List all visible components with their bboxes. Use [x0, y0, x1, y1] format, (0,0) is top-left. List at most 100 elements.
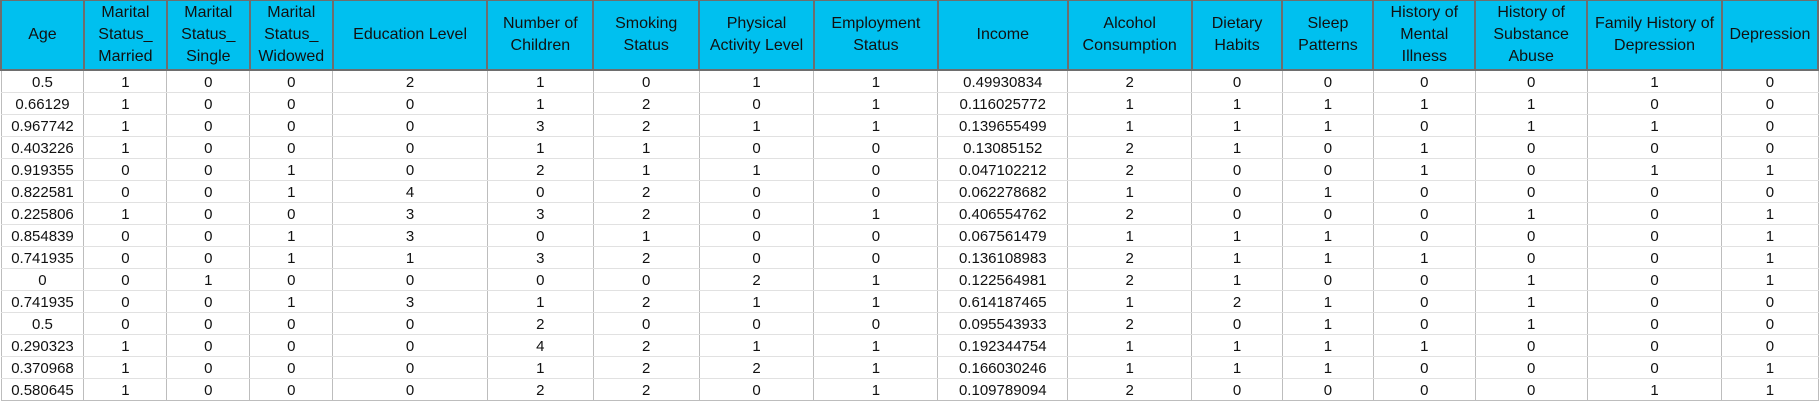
table-cell[interactable]: 1 [1475, 114, 1588, 137]
table-cell[interactable]: 0.49930834 [937, 70, 1069, 93]
table-cell[interactable]: 0 [166, 180, 251, 203]
table-cell[interactable]: 1 [1191, 246, 1283, 269]
table-cell[interactable]: 1 [487, 356, 594, 379]
table-cell[interactable]: 0.166030246 [937, 356, 1069, 379]
table-cell[interactable]: 1 [1587, 378, 1723, 401]
table-cell[interactable]: 0 [166, 136, 251, 159]
table-cell[interactable]: 0.062278682 [937, 180, 1069, 203]
table-cell[interactable]: 0.580645 [0, 378, 85, 401]
table-cell[interactable]: 1 [1067, 356, 1193, 379]
table-cell[interactable]: 2 [1067, 268, 1193, 291]
table-cell[interactable]: 0 [1587, 202, 1723, 225]
table-cell[interactable]: 0 [83, 246, 168, 269]
table-cell[interactable]: 1 [487, 92, 594, 115]
table-cell[interactable]: 0 [1587, 180, 1723, 203]
table-cell[interactable]: 0.741935 [0, 290, 85, 313]
table-cell[interactable]: 2 [593, 202, 700, 225]
table-cell[interactable]: 0 [166, 246, 251, 269]
column-header-marital-status-single[interactable]: Marital Status_ Single [165, 0, 251, 71]
table-cell[interactable]: 3 [487, 246, 594, 269]
column-header-sleep-patterns[interactable]: Sleep Patterns [1281, 0, 1375, 71]
table-cell[interactable]: 0.116025772 [937, 92, 1069, 115]
table-cell[interactable]: 1 [1721, 356, 1819, 379]
table-cell[interactable]: 2 [1067, 158, 1193, 181]
table-cell[interactable]: 1 [1067, 114, 1193, 137]
table-cell[interactable]: 2 [593, 114, 700, 137]
table-cell[interactable]: 0.403226 [0, 136, 85, 159]
table-cell[interactable]: 1 [1373, 136, 1476, 159]
table-cell[interactable]: 0 [699, 202, 815, 225]
table-cell[interactable]: 1 [813, 70, 939, 93]
table-cell[interactable]: 1 [1587, 158, 1723, 181]
table-cell[interactable]: 1 [1282, 356, 1374, 379]
table-cell[interactable]: 1 [699, 70, 815, 93]
table-cell[interactable]: 1 [1067, 334, 1193, 357]
table-cell[interactable]: 1 [1373, 246, 1476, 269]
table-cell[interactable]: 1 [1373, 92, 1476, 115]
table-cell[interactable]: 1 [249, 180, 334, 203]
table-cell[interactable]: 2 [593, 92, 700, 115]
table-cell[interactable]: 1 [1373, 334, 1476, 357]
table-cell[interactable]: 1 [1191, 334, 1283, 357]
table-cell[interactable]: 1 [1282, 246, 1374, 269]
table-cell[interactable]: 1 [1191, 356, 1283, 379]
table-cell[interactable]: 0 [699, 180, 815, 203]
table-cell[interactable]: 0 [332, 356, 488, 379]
table-cell[interactable]: 1 [1373, 158, 1476, 181]
table-cell[interactable]: 0 [1475, 246, 1588, 269]
table-cell[interactable]: 0 [813, 246, 939, 269]
column-header-marital-status-widowed[interactable]: Marital Status_ Widowed [248, 0, 334, 71]
table-cell[interactable]: 2 [593, 378, 700, 401]
table-cell[interactable]: 0 [1191, 312, 1283, 335]
column-header-history-of-substance-abuse[interactable]: History of Substance Abuse [1474, 0, 1589, 71]
table-cell[interactable]: 0.290323 [0, 334, 85, 357]
table-cell[interactable]: 0 [166, 114, 251, 137]
table-cell[interactable]: 0 [1282, 378, 1374, 401]
table-cell[interactable]: 1 [699, 158, 815, 181]
table-cell[interactable]: 1 [83, 114, 168, 137]
table-cell[interactable]: 0.136108983 [937, 246, 1069, 269]
table-cell[interactable]: 2 [1067, 70, 1193, 93]
table-cell[interactable]: 0 [1282, 268, 1374, 291]
table-cell[interactable]: 1 [83, 356, 168, 379]
table-cell[interactable]: 0 [1587, 224, 1723, 247]
table-cell[interactable]: 0 [1475, 158, 1588, 181]
table-cell[interactable]: 0 [1191, 202, 1283, 225]
table-cell[interactable]: 0 [249, 356, 334, 379]
table-cell[interactable]: 1 [813, 356, 939, 379]
table-cell[interactable]: 0 [1587, 312, 1723, 335]
table-cell[interactable]: 0 [487, 268, 594, 291]
table-cell[interactable]: 1 [1067, 92, 1193, 115]
table-cell[interactable]: 1 [1587, 114, 1723, 137]
table-cell[interactable]: 2 [1067, 312, 1193, 335]
table-cell[interactable]: 0 [1282, 70, 1374, 93]
table-cell[interactable]: 2 [1067, 136, 1193, 159]
table-cell[interactable]: 0 [332, 114, 488, 137]
table-cell[interactable]: 0.225806 [0, 202, 85, 225]
table-cell[interactable]: 0.854839 [0, 224, 85, 247]
table-cell[interactable]: 1 [249, 290, 334, 313]
table-cell[interactable]: 0 [487, 224, 594, 247]
table-cell[interactable]: 1 [813, 290, 939, 313]
table-cell[interactable]: 1 [593, 158, 700, 181]
table-cell[interactable]: 1 [83, 378, 168, 401]
table-cell[interactable]: 1 [813, 202, 939, 225]
table-cell[interactable]: 0 [1373, 356, 1476, 379]
table-cell[interactable]: 2 [593, 246, 700, 269]
table-cell[interactable]: 2 [1067, 202, 1193, 225]
table-cell[interactable]: 0 [593, 312, 700, 335]
table-cell[interactable]: 0.109789094 [937, 378, 1069, 401]
table-cell[interactable]: 2 [1191, 290, 1283, 313]
table-cell[interactable]: 0 [332, 312, 488, 335]
table-cell[interactable]: 0 [249, 268, 334, 291]
table-cell[interactable]: 0 [1191, 70, 1283, 93]
table-cell[interactable]: 0.047102212 [937, 158, 1069, 181]
table-cell[interactable]: 0 [1475, 378, 1588, 401]
table-cell[interactable]: 0 [332, 334, 488, 357]
table-cell[interactable]: 0 [1282, 158, 1374, 181]
table-cell[interactable]: 0.614187465 [937, 290, 1069, 313]
column-header-number-of-children[interactable]: Number of Children [486, 0, 595, 71]
table-cell[interactable]: 0 [249, 312, 334, 335]
table-cell[interactable]: 0 [1373, 224, 1476, 247]
table-cell[interactable]: 0 [166, 224, 251, 247]
